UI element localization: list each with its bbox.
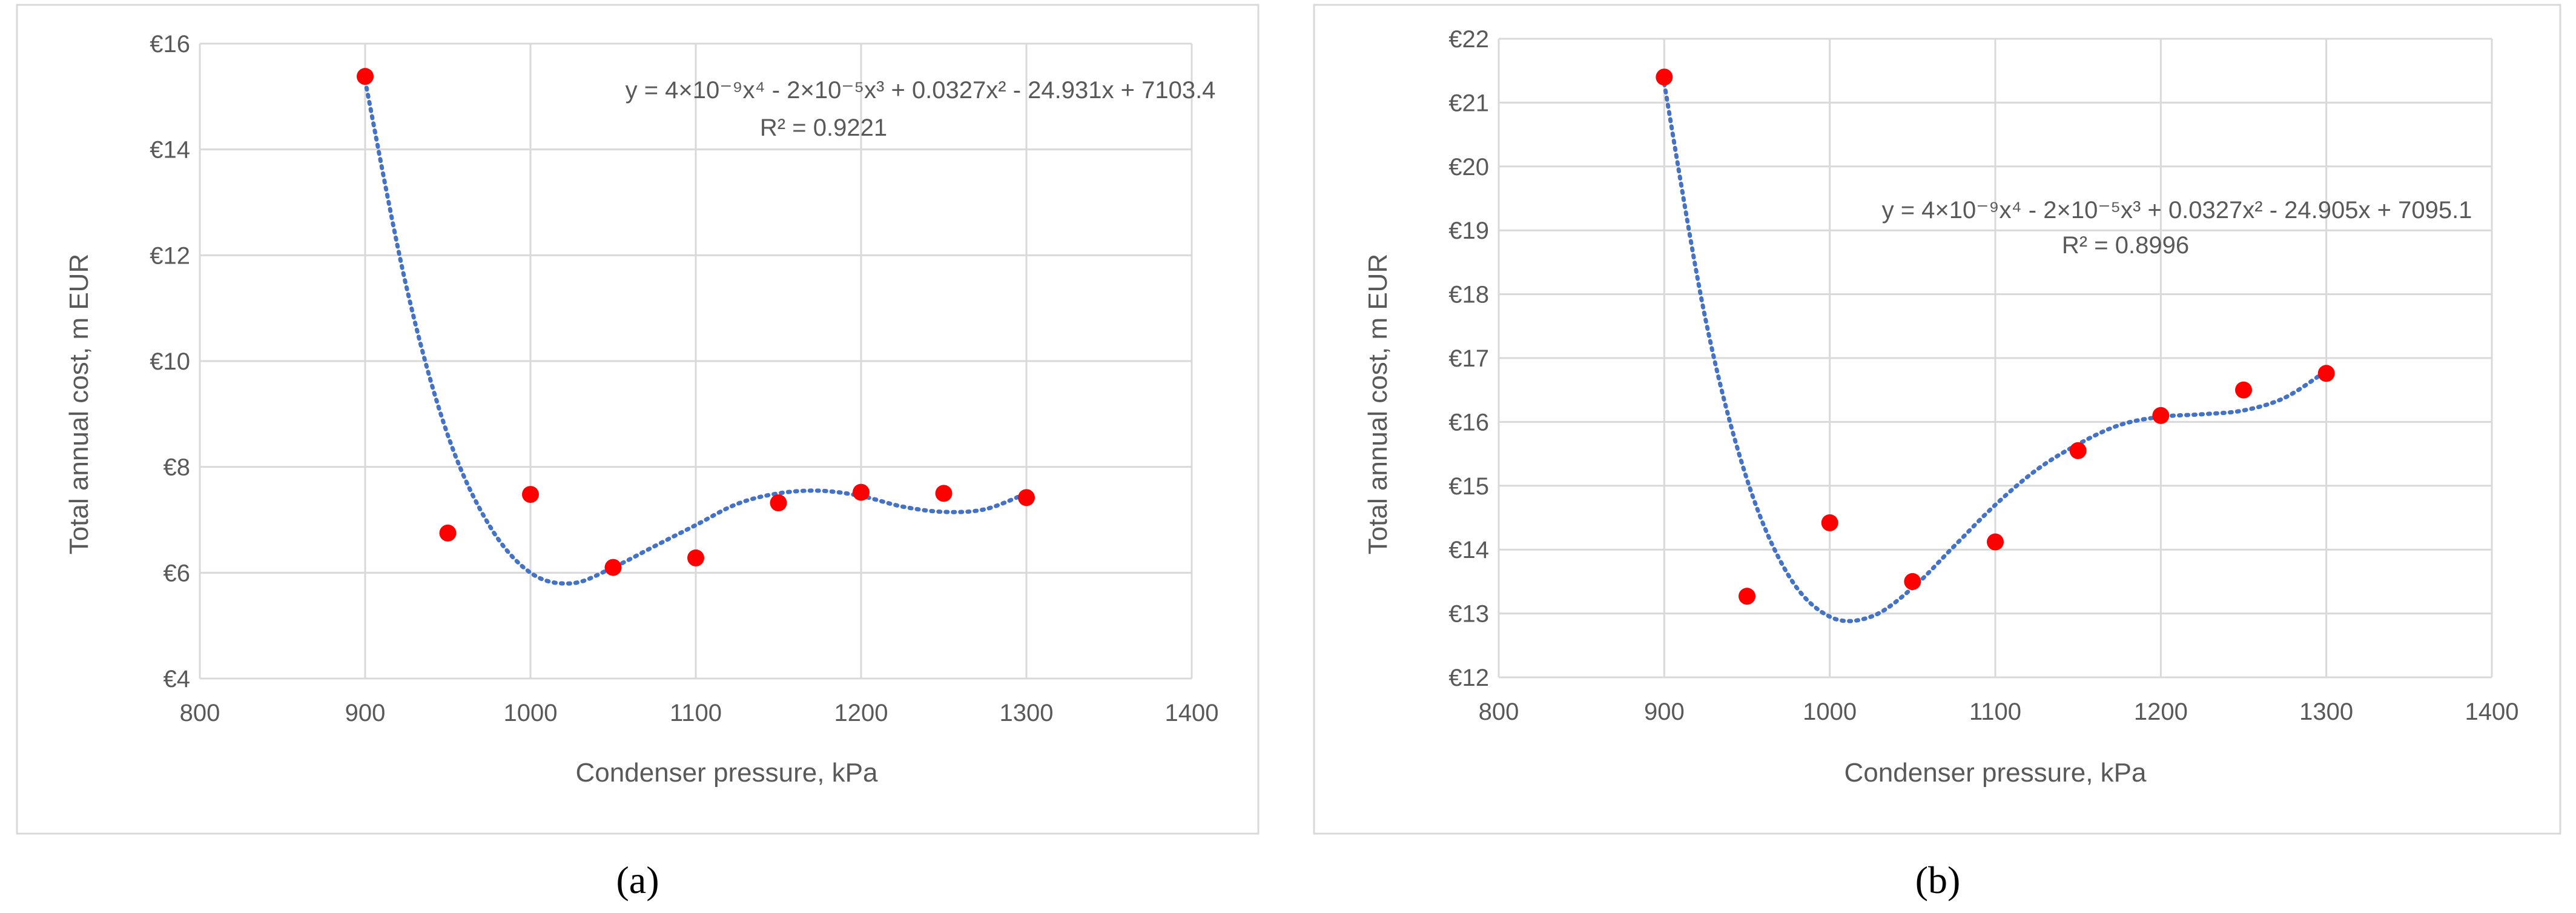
chart-a-y-tick-label: €8: [163, 454, 191, 481]
chart-b-y-tick-label: €14: [1448, 537, 1489, 563]
chart-a-y-tick-label: €12: [150, 242, 190, 269]
chart-a-data-point: [439, 524, 457, 542]
chart-b-x-tick-label: 1200: [2134, 699, 2188, 725]
chart-b-frame: [1313, 4, 2561, 835]
chart-b-data-point: [1821, 514, 1838, 531]
chart-a-data-point: [604, 559, 622, 576]
chart-b-panel-label: (b): [1915, 858, 1961, 901]
chart-b-x-tick-label: 1400: [2465, 699, 2519, 725]
chart-a-data-point: [522, 486, 539, 503]
chart-b-x-tick-label: 1000: [1803, 699, 1857, 725]
chart-a-x-tick-label: 1100: [670, 700, 722, 726]
chart-a-data-point: [687, 549, 704, 566]
chart-a-y-tick-label: €14: [150, 137, 190, 164]
chart-a-ticks: 800 900 1000 1100 1200 1300 1400 €4 €6 €8 €10 €12 €1…: [150, 31, 1218, 726]
chart-panel-b: 800 900 1000 1100 1200 1300 1400 €12 €13 €14 €15 €1…: [1313, 4, 2561, 901]
chart-b-data-point: [2152, 407, 2170, 424]
chart-b-trend-path: [1662, 81, 2329, 623]
chart-b-x-tick-label: 1100: [1969, 699, 2021, 725]
chart-a-frame: [16, 4, 1260, 835]
chart-a-x-tick-label: 1400: [1165, 700, 1219, 726]
chart-b-data-point: [2317, 365, 2335, 382]
chart-a-x-tick-label: 800: [180, 700, 220, 726]
chart-b-y-axis-title: Total annual cost, m EUR: [1363, 254, 1393, 554]
chart-a-panel-label: (a): [616, 858, 659, 901]
chart-a-data-point: [853, 483, 870, 501]
chart-b-points: [1656, 68, 2335, 605]
chart-a-x-tick-label: 1200: [834, 700, 888, 726]
chart-a-y-tick-label: €10: [150, 348, 190, 375]
chart-b-y-tick-label: €16: [1448, 409, 1489, 436]
chart-b-y-tick-label: €19: [1448, 217, 1489, 244]
chart-a-x-tick-label: 1000: [504, 700, 558, 726]
chart-a-trend-equation: y = 4×10⁻⁹x⁴ - 2×10⁻⁵x³ + 0.0327x² - 24.…: [626, 77, 1216, 104]
chart-b-y-tick-label: €17: [1448, 345, 1489, 372]
chart-b-y-tick-label: €15: [1448, 473, 1489, 500]
chart-b-x-tick-label: 1300: [2299, 699, 2353, 725]
chart-b-x-tick-label: 800: [1479, 699, 1519, 725]
chart-a-data-point: [935, 485, 953, 502]
chart-b-r-squared: R² = 0.8996: [2062, 232, 2189, 259]
chart-b-trend-equation: y = 4×10⁻⁹x⁴ - 2×10⁻⁵x³ + 0.0327x² - 24.…: [1882, 197, 2472, 224]
chart-b-x-tick-label: 900: [1644, 699, 1685, 725]
chart-b-ticks: 800 900 1000 1100 1200 1300 1400 €12 €13 €14 €15 €1…: [1448, 26, 2518, 725]
chart-a-data-point: [357, 68, 374, 85]
chart-a-trendline: [363, 78, 1029, 586]
chart-a-grid: [199, 42, 1193, 680]
chart-b-data-point: [1656, 68, 1673, 86]
chart-a-x-tick-label: 900: [345, 700, 386, 726]
chart-b-y-tick-label: €22: [1448, 26, 1489, 53]
chart-b-data-point: [1987, 533, 2004, 551]
chart-a-x-axis-title: Condenser pressure, kPa: [576, 758, 878, 788]
chart-b-grid: [1498, 38, 2493, 679]
chart-a-y-tick-label: €6: [163, 560, 191, 586]
chart-a-trend-path: [363, 78, 1029, 586]
chart-a-r-squared: R² = 0.9221: [760, 115, 887, 141]
chart-a-data-point: [770, 494, 787, 512]
chart-panel-a: 800 900 1000 1100 1200 1300 1400 €4 €6 €8 €10 €12 €1…: [16, 4, 1260, 901]
chart-a-points: [357, 68, 1035, 576]
chart-a-y-tick-label: €16: [150, 31, 190, 58]
chart-b-trendline: [1662, 81, 2329, 623]
chart-b-data-point: [1739, 588, 1755, 605]
chart-b-y-tick-label: €13: [1448, 601, 1489, 628]
chart-b-data-point: [2235, 381, 2252, 399]
chart-a-data-point: [1018, 489, 1035, 506]
chart-b-data-point: [1904, 573, 1921, 590]
chart-b-y-tick-label: €12: [1448, 665, 1489, 691]
chart-b-data-point: [2069, 442, 2087, 459]
chart-a-y-tick-label: €4: [163, 666, 191, 692]
chart-b-y-tick-label: €21: [1448, 90, 1489, 116]
chart-b-y-tick-label: €18: [1448, 282, 1489, 308]
chart-b-y-tick-label: €20: [1448, 154, 1489, 181]
chart-a-x-tick-label: 1300: [1000, 700, 1054, 726]
chart-a-y-axis-title: Total annual cost, m EUR: [64, 254, 94, 554]
chart-b-x-axis-title: Condenser pressure, kPa: [1844, 758, 2147, 788]
